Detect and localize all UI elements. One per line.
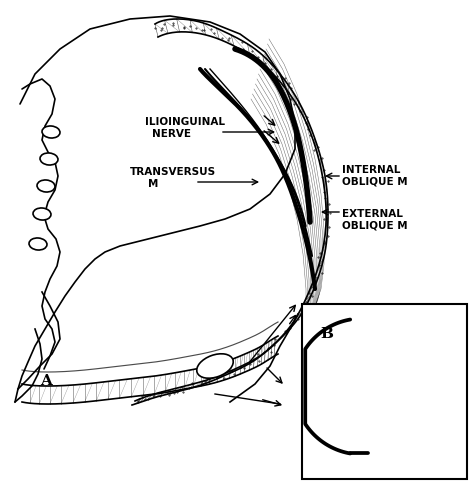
Text: A: A xyxy=(40,373,52,387)
Text: EXTERNAL: EXTERNAL xyxy=(342,209,403,219)
Ellipse shape xyxy=(29,239,47,251)
Text: NERVE: NERVE xyxy=(152,129,191,139)
Text: B: B xyxy=(320,326,333,340)
Text: TRANSVERSUS: TRANSVERSUS xyxy=(130,166,216,177)
Ellipse shape xyxy=(33,209,51,221)
Ellipse shape xyxy=(40,153,58,166)
Text: OBLIQUE M: OBLIQUE M xyxy=(342,221,408,230)
Ellipse shape xyxy=(197,354,233,378)
Ellipse shape xyxy=(42,127,60,139)
Text: ILIOINGUINAL: ILIOINGUINAL xyxy=(145,117,225,127)
Bar xyxy=(302,304,467,479)
Text: INTERNAL: INTERNAL xyxy=(342,165,401,175)
Text: OBLIQUE M: OBLIQUE M xyxy=(342,177,408,187)
Ellipse shape xyxy=(37,181,55,193)
Text: M: M xyxy=(148,179,158,189)
